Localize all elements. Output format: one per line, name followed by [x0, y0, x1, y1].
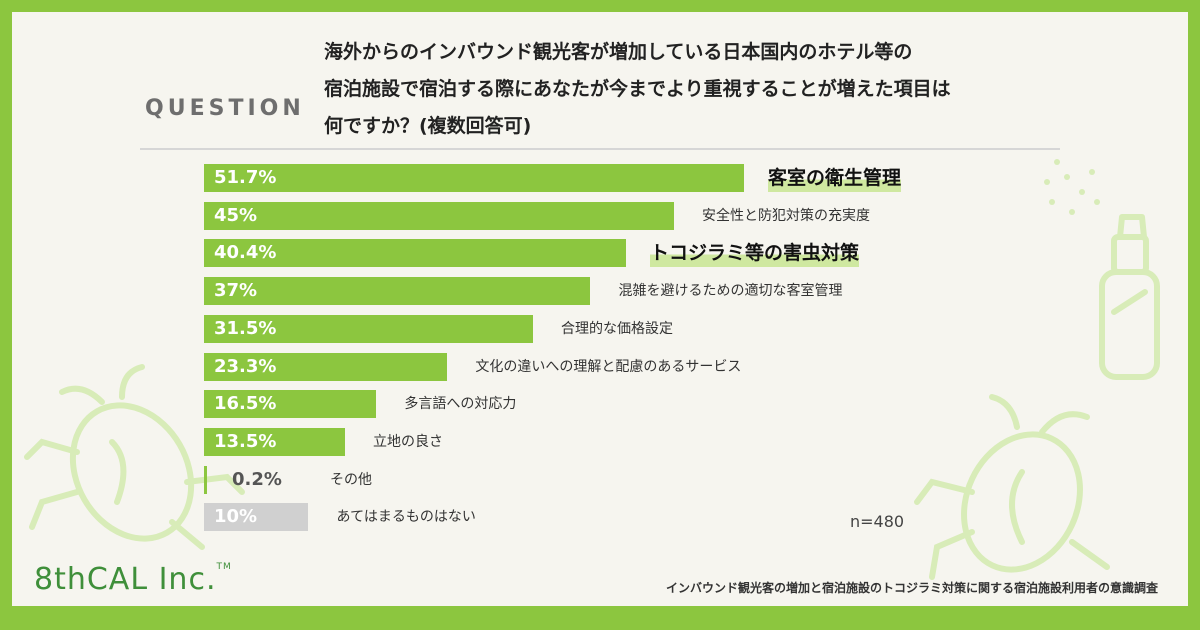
logo-text: 8thCAL Inc. [34, 562, 217, 597]
bar [204, 427, 345, 456]
bar [204, 390, 377, 419]
category-label: 合理的な価格設定 [561, 320, 673, 337]
question-label: QUESTION [145, 96, 305, 121]
bar [204, 352, 448, 381]
bar [204, 277, 591, 306]
sample-size-label: n=480 [850, 512, 905, 531]
bar [204, 164, 744, 192]
bar-value-label: 13.5% [214, 430, 277, 452]
survey-source: インバウンド観光客の増加と宿泊施設のトコジラミ対策に関する宿泊施設利用者の意識調… [665, 581, 1158, 595]
question-line: 宿泊施設で宿泊する際にあなたが今までより重視することが増えた項目は [324, 78, 951, 100]
bar-value-label: 45% [214, 204, 258, 226]
bug-illustration-right [914, 394, 1110, 580]
logo-trademark: TM [216, 562, 232, 572]
bar-value-label: 40.4% [214, 242, 277, 264]
bar [204, 201, 675, 230]
bar-value-label: 31.5% [214, 317, 277, 339]
survey-card: QUESTION 海外からのインバウンド観光客が増加している日本国内のホテル等の… [12, 12, 1188, 606]
question-line: 何ですか？(複数回答可) [324, 115, 532, 137]
bar-value-label: 37% [214, 280, 258, 302]
category-label: トコジラミ等の害虫対策 [649, 239, 859, 268]
bar [204, 465, 207, 494]
category-label: あてはまるものはない [336, 509, 476, 526]
category-label: 安全性と防犯対策の充実度 [702, 207, 871, 224]
bar [204, 239, 626, 268]
question-text: 海外からのインバウンド観光客が増加している日本国内のホテル等の 宿泊施設で宿泊す… [324, 34, 1084, 145]
category-label: 立地の良さ [373, 433, 443, 450]
bug-illustration-left [24, 364, 245, 550]
company-logo: 8thCAL Inc.TM [34, 562, 232, 597]
bar-value-label: 16.5% [214, 393, 277, 415]
bar-value-label: 23.3% [214, 355, 277, 377]
category-label: 客室の衛生管理 [768, 164, 902, 192]
question-line: 海外からのインバウンド観光客が増加している日本国内のホテル等の [324, 41, 913, 63]
spray-bottle-illustration [1044, 159, 1160, 380]
bar-value-label: 0.2% [232, 468, 282, 490]
bar [204, 314, 533, 343]
bar-value-label: 10% [214, 506, 258, 528]
category-label: その他 [330, 471, 372, 488]
question-divider [140, 148, 1060, 150]
bar-value-label: 51.7% [214, 167, 277, 188]
bar [204, 503, 309, 532]
category-label: 混雑を避けるための適切な客室管理 [618, 283, 843, 300]
category-label: 文化の違いへの理解と配慮のあるサービス [475, 358, 742, 375]
category-label: 多言語への対応力 [404, 396, 517, 413]
